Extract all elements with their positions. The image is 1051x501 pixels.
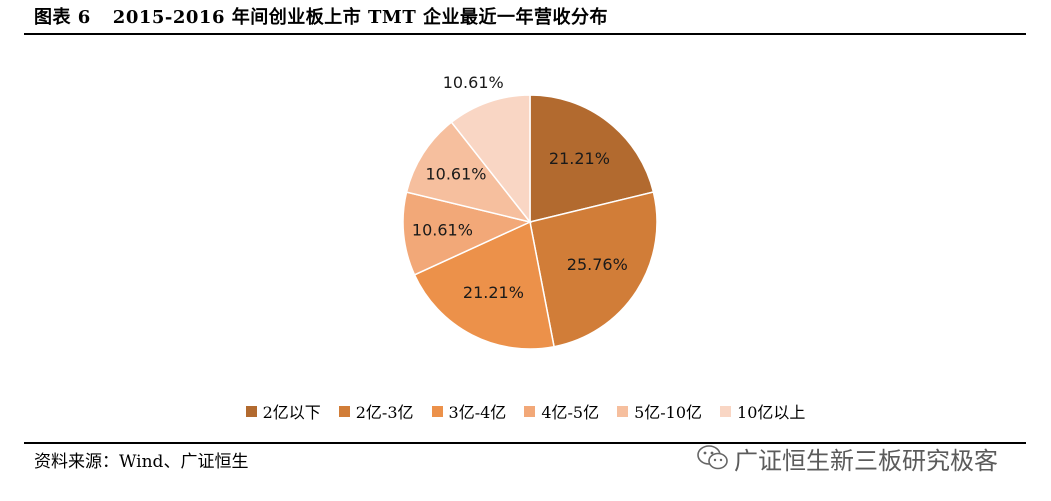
wechat-icon [697,445,728,470]
pie-slice [529,94,655,223]
legend-item: 4亿-5亿 [524,399,599,423]
slice-data-label: 25.76% [567,255,628,274]
legend-swatch [720,405,732,417]
legend-label: 5亿-10亿 [634,403,703,422]
legend-swatch [617,405,629,417]
legend-swatch [431,405,443,417]
slice-data-label: 21.21% [463,283,524,302]
pie-slice [402,191,533,276]
legend-swatch [338,405,350,417]
legend-swatch [524,405,536,417]
bottom-rule [24,442,1026,444]
slice-data-label: 10.61% [412,220,473,239]
legend-label: 4亿-5亿 [541,403,600,422]
legend-item: 5亿-10亿 [617,399,702,423]
figure-title: 图表 6 2015-2016 年间创业板上市 TMT 企业最近一年营收分布 [34,3,608,33]
legend-label: 2亿-3亿 [355,403,414,422]
legend-label: 3亿-4亿 [448,403,507,422]
chart-legend: 2亿以下 2亿-3亿 3亿-4亿 4亿-5亿 5亿-10亿 10亿以上 [0,399,1051,423]
title-text: 2015-2016 年间创业板上市 TMT 企业最近一年营收分布 [112,7,608,28]
source-note: 资料来源：Wind、广证恒生 [34,452,249,472]
top-rule [24,33,1026,35]
slice-data-label: 10.61% [425,164,486,183]
legend-swatch [245,405,257,417]
legend-item: 3亿-4亿 [431,399,507,423]
legend-item: 10亿以上 [720,399,805,423]
watermark-text: 广证恒生新三板研究极客 [734,446,998,475]
pie-labels: 21.21% 25.76% 21.21% 10.61% 10.61% 10.61% [412,73,628,302]
pie-slice [529,191,658,348]
pie-slice [413,220,555,350]
legend-label: 2亿以下 [262,403,321,422]
slice-data-label: 21.21% [549,149,610,168]
legend-item: 2亿以下 [245,399,321,423]
pie-slices [402,94,658,350]
legend-label: 10亿以上 [737,403,806,422]
slice-data-label: 10.61% [443,73,504,92]
figure-label: 图表 6 [34,7,91,28]
legend-item: 2亿-3亿 [338,399,414,423]
pie-slice [450,94,531,225]
watermark: 广证恒生新三板研究极客 [696,441,998,475]
pie-slice [405,121,532,224]
pie-chart: 21.21% 25.76% 21.21% 10.61% 10.61% 10.61% [402,73,658,350]
